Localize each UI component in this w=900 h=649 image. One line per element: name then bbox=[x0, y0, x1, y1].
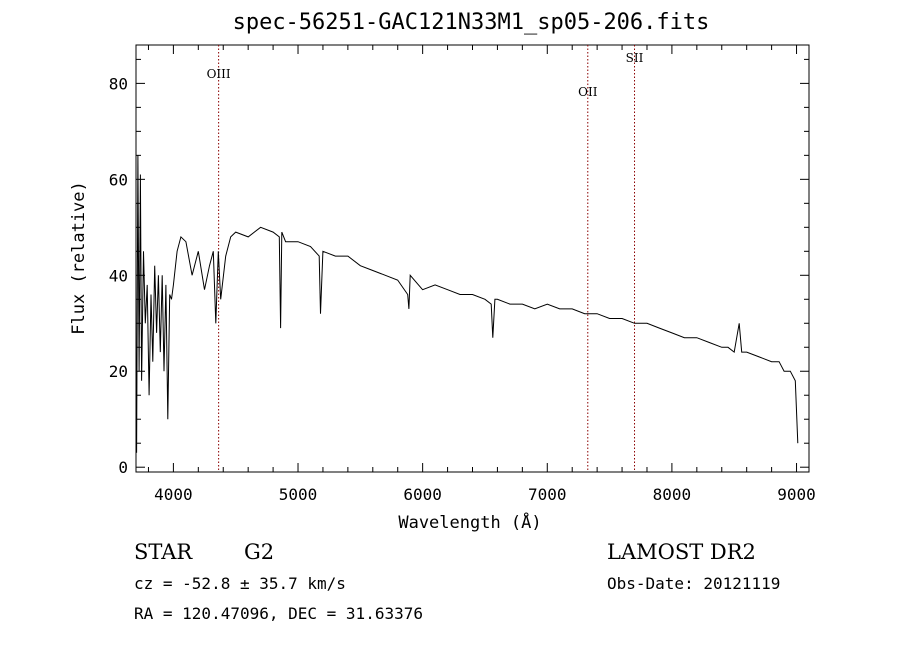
x-tick-label: 4000 bbox=[154, 485, 193, 504]
x-tick-label: 5000 bbox=[279, 485, 318, 504]
y-axis-label: Flux (relative) bbox=[69, 181, 89, 335]
emission-line-label: OIII bbox=[207, 67, 231, 81]
x-tick-label: 8000 bbox=[653, 485, 692, 504]
y-tick-label: 20 bbox=[109, 362, 128, 381]
emission-line-label: SII bbox=[626, 51, 644, 65]
x-tick-label: 9000 bbox=[777, 485, 816, 504]
x-axis-label: Wavelength (Å) bbox=[398, 511, 541, 533]
y-tick-label: 40 bbox=[109, 266, 128, 285]
tick-labels: 4000 5000 6000 7000 8000 9000 0 20 40 60 80 bbox=[109, 74, 816, 504]
plot-frame bbox=[135, 44, 810, 473]
obs-date-text: Obs-Date: 20121119 bbox=[607, 574, 781, 593]
spectrum-series-line bbox=[136, 155, 799, 453]
spectral-class: STAR bbox=[134, 540, 193, 564]
emission-lines: OIII OII SII bbox=[207, 45, 644, 472]
radec-text: RA = 120.47096, DEC = 31.63376 bbox=[134, 604, 423, 623]
spectral-subclass: G2 bbox=[244, 540, 275, 564]
emission-line-label: OII bbox=[578, 85, 598, 99]
y-tick-label: 80 bbox=[109, 74, 128, 93]
redshift-text: cz = -52.8 ± 35.7 km/s bbox=[134, 574, 346, 593]
chart-title: spec-56251-GAC121N33M1_sp05-206.fits bbox=[232, 10, 710, 35]
y-tick-label: 0 bbox=[118, 458, 128, 477]
y-tick-label: 60 bbox=[109, 170, 128, 189]
x-tick-label: 6000 bbox=[403, 485, 442, 504]
axis-ticks bbox=[136, 45, 809, 472]
survey-label: LAMOST DR2 bbox=[607, 540, 756, 564]
x-tick-label: 7000 bbox=[528, 485, 567, 504]
